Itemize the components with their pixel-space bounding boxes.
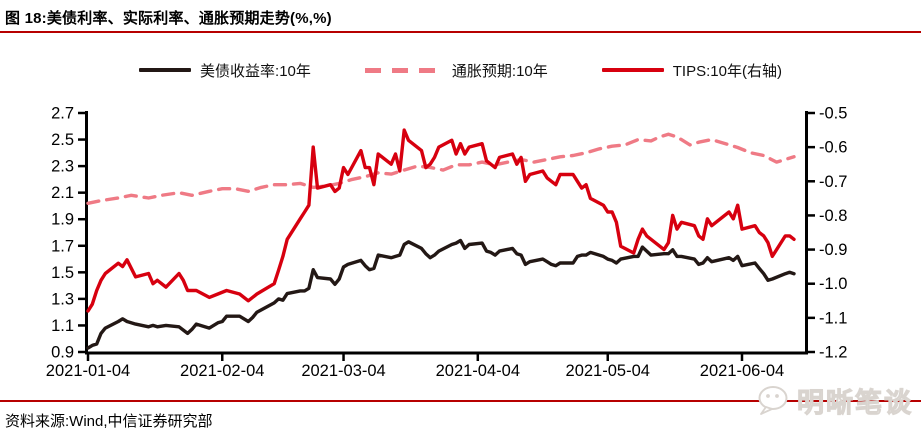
y-axis-right-label: -1.1 <box>819 309 847 327</box>
y-axis-left: 2.7 2.5 2.3 2.1 1.9 1.7 1.5 1.3 1.1 0.9 <box>51 105 85 362</box>
legend-item-us-treasury-10y: 美债收益率:10年 <box>139 60 311 81</box>
x-axis-label: 2021-01-04 <box>46 362 130 380</box>
legend-label: 通胀预期:10年 <box>451 62 548 80</box>
series-line-us-treasury-10y <box>86 238 796 350</box>
y-axis-right-label: -0.9 <box>819 241 847 259</box>
y-axis-right-label: -1.0 <box>819 275 847 293</box>
footer-divider <box>0 400 921 402</box>
legend-label: TIPS:10年(右轴) <box>672 62 782 80</box>
series-line-tips-10y <box>86 128 796 313</box>
y-axis-right-label: -0.8 <box>819 207 847 225</box>
figure-title: 图 18:美债利率、实际利率、通胀预期走势(%,%) <box>5 10 332 27</box>
x-axis-label: 2021-06-04 <box>700 362 784 380</box>
legend-label: 美债收益率:10年 <box>200 62 311 80</box>
y-axis-left-label: 1.7 <box>51 237 74 255</box>
y-axis-left-label: 2.5 <box>51 131 74 149</box>
y-axis-left-label: 2.3 <box>51 158 74 176</box>
series-line-inflation-expectation-10y <box>86 132 796 206</box>
y-axis-left-label: 2.7 <box>51 105 74 123</box>
y-axis-left-label: 2.1 <box>51 184 74 202</box>
y-axis-left-label: 0.9 <box>51 344 74 362</box>
x-axis-label: 2021-03-04 <box>301 362 385 380</box>
dual-axis-line-chart: 2.72.52.32.11.91.71.51.31.10.9-0.5-0.6-0… <box>46 105 848 381</box>
legend-dashed-swatch-pink <box>364 67 443 73</box>
y-axis-right: -0.5 -0.6 -0.7 -0.8 -0.9 -1.0 -1.1 -1.2 <box>808 105 847 362</box>
legend-line-swatch-black <box>139 68 192 72</box>
x-axis-label: 2021-04-04 <box>436 362 520 380</box>
y-axis-left-label: 1.9 <box>51 211 74 229</box>
chart-legend: 美债收益率:10年 通胀预期:10年 TIPS:10年(右轴) <box>0 59 921 81</box>
y-axis-right-label: -1.2 <box>819 344 847 362</box>
source-note: 资料来源:Wind,中信证券研究部 <box>5 413 213 430</box>
y-axis-right-label: -0.7 <box>819 173 847 191</box>
legend-item-inflation-expectation-10y: 通胀预期:10年 <box>364 60 548 81</box>
legend-line-swatch-red <box>601 68 664 72</box>
y-axis-right-label: -0.6 <box>819 139 847 157</box>
y-axis-left-label: 1.3 <box>51 290 74 308</box>
title-divider <box>0 31 921 33</box>
x-axis: 2021-01-04 2021-02-04 2021-03-04 2021-04-04… <box>46 354 784 380</box>
x-axis-label: 2021-02-04 <box>180 362 264 380</box>
y-axis-left-label: 1.5 <box>51 264 74 282</box>
y-axis-right-label: -0.5 <box>819 105 847 123</box>
y-axis-left-label: 1.1 <box>51 317 74 335</box>
x-axis-label: 2021-05-04 <box>566 362 650 380</box>
axes <box>85 111 808 355</box>
legend-item-tips-10y: TIPS:10年(右轴) <box>601 60 782 81</box>
